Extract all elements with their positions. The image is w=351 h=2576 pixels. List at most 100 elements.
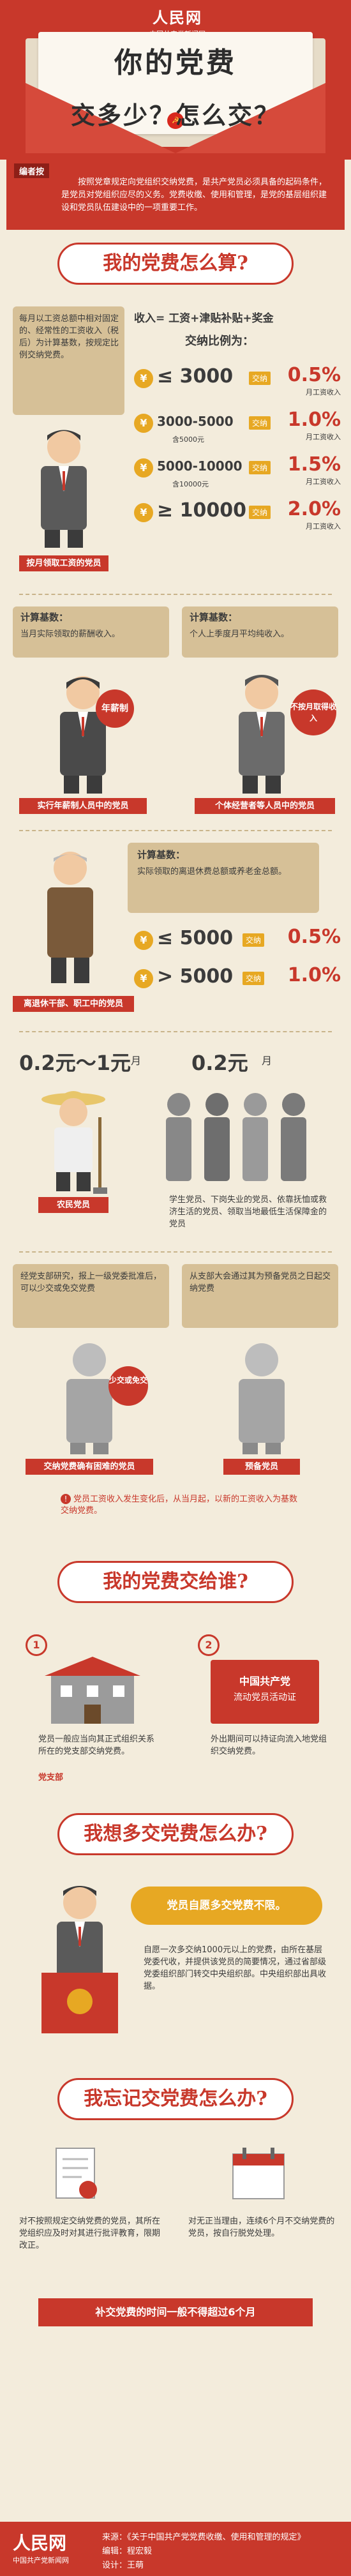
editor-note-tag: 编者按 <box>14 163 50 178</box>
rate-condition: ≤ 3000 <box>157 365 234 388</box>
retired-rate-row-1: ¥ ≤ 5000 交纳 0.5% <box>134 926 345 961</box>
base-text: 实际领取的离退休费总额或养老金总额。 <box>137 867 287 877</box>
section-banner-who-text: 我的党费交给谁? <box>103 1570 248 1593</box>
divider <box>19 1031 332 1032</box>
step-2-text: 外出期间可以持证向流入地党组织交纳党费。 <box>211 1735 327 1756</box>
exclamation-icon: ! <box>61 1494 71 1504</box>
donation-text: 自愿一次多交纳1000元以上的党费，由所在基层党委代收，并提供该党员的简要情况，… <box>144 1945 327 1991</box>
warning-note: ! 党员工资收入发生变化后，从当月起，以新的工资收入为基数交纳党费。 <box>61 1494 303 1517</box>
farmer-unit: 月 <box>131 1055 142 1067</box>
intro-text: 每月以工资总额中相对固定的、经常性的工资收入（税后）为计算基数，按规定比例交纳党… <box>19 314 119 360</box>
coin-icon: ¥ <box>134 458 153 478</box>
party-emblem-icon: ☭ <box>167 112 184 129</box>
rate-percent: 0.5% <box>287 926 341 948</box>
student-unit: 月 <box>262 1055 273 1067</box>
page-title: 你的党费 <box>114 47 237 79</box>
calendar-icon <box>232 2148 285 2199</box>
brand-name: 人民网 <box>153 8 202 27</box>
step-1-highlight: 党支部 <box>38 1773 64 1782</box>
rate-condition: 5000-10000 <box>157 458 243 474</box>
rate-percent-sub: 月工资收入 <box>306 478 341 486</box>
badge-hardship: 少交或免交 <box>108 1366 148 1406</box>
divider <box>19 1251 332 1253</box>
retired-person-icon <box>47 852 93 983</box>
intro-box <box>13 306 124 415</box>
rate-percent: 1.5% <box>287 453 341 476</box>
party-branch-building-icon <box>45 1657 140 1724</box>
base-box-annual <box>13 606 169 658</box>
editor-note-text: 按照党章规定向党组织交纳党费，是共产党员必须具备的起码条件，是党员对党组织应尽的… <box>61 177 327 213</box>
footer-editor: 编辑：程宏毅 <box>102 2547 153 2556</box>
student-text: 学生党员、下岗失业的党员、依靠抚恤或救济生活的党员、领取当地最低生活保障金的党员 <box>169 1195 327 1229</box>
rate-condition-sub: 含10000元 <box>172 480 209 488</box>
section-banner-calc: 我的党费怎么算? <box>57 243 294 285</box>
rate-condition: 3000-5000 <box>157 414 234 429</box>
caption-reserve: 预备党员 <box>223 1459 300 1475</box>
coin-icon: ¥ <box>134 969 153 988</box>
reserve-person-icon <box>239 1343 285 1454</box>
base-title: 计算基数： <box>190 612 238 623</box>
base-text: 当月实际领取的薪酬收入。 <box>20 629 121 639</box>
envelope-flap-right <box>176 83 325 153</box>
rate-percent-sub: 月工资收入 <box>306 522 341 531</box>
section-banner-more-text: 我想多交党费怎么办? <box>84 1823 267 1845</box>
group-persons-icon <box>166 1093 306 1181</box>
warning-text: 党员工资收入发生变化后，从当月起，以新的工资收入为基数交纳党费。 <box>61 1495 298 1516</box>
rate-percent: 1.0% <box>287 964 341 986</box>
hardship-text: 经党支部研究，报上一级党委批准后，可以少交或免交党费 <box>20 1272 162 1293</box>
section-banner-forgot-text: 我忘记交党费怎么办? <box>84 2088 267 2110</box>
rate-row-3: ¥ 5000-10000 含10000元 交纳 1.5% 月工资收入 <box>134 453 345 489</box>
base-box-irregular <box>182 606 338 658</box>
forgot-bottom-banner: 补交党费的时间一般不得超过6个月 <box>38 2298 313 2326</box>
caption-retired: 离退休干部、职工中的党员 <box>13 996 134 1012</box>
rate-row-1: ¥ ≤ 3000 交纳 0.5% 月工资收入 <box>134 364 345 400</box>
retired-rate-row-2: ¥ > 5000 交纳 1.0% <box>134 964 345 1000</box>
forgot-left-text: 对不按照规定交纳党费的党员，其所在党组织应及时对其进行批评教育，限期改正。 <box>19 2217 161 2250</box>
member-card-title: 中国共产党 <box>239 1675 290 1687</box>
section-banner-more: 我想多交党费怎么办? <box>57 1813 294 1855</box>
section-banner-who: 我的党费交给谁? <box>57 1561 294 1603</box>
header: 人民网 中国共产党新闻网 你的党费 ☭ 交多少？怎么交？ <box>0 0 351 160</box>
footer-designer: 设计：王萌 <box>102 2561 144 2570</box>
ratio-label: 交纳比例为： <box>185 335 254 348</box>
reserve-box <box>182 1264 338 1328</box>
footer-brand: 人民网 <box>13 2533 67 2554</box>
badge-irregular: 不按月取得收入 <box>290 689 336 735</box>
footer-brand-sub: 中国共产党新闻网 <box>13 2556 69 2565</box>
rate-percent-sub: 月工资收入 <box>306 388 341 396</box>
annual-salary-person-icon <box>60 676 106 794</box>
hardship-person-icon <box>66 1343 112 1454</box>
section-banner-calc-text: 我的党费怎么算? <box>103 252 248 275</box>
pay-tag: 交纳 <box>249 506 271 519</box>
rate-percent: 0.5% <box>287 364 341 386</box>
donor-person-icon <box>41 1886 118 2033</box>
divider <box>19 830 332 831</box>
reserve-text: 从支部大会通过其为预备党员之日起交纳党费 <box>190 1272 331 1293</box>
editor-note: 编者按 按照党章规定向党组织交纳党费，是共产党员必须具备的起码条件，是党员对党组… <box>6 160 345 230</box>
caption-hardship: 交纳党费确有困难的党员 <box>26 1459 153 1475</box>
caption-annual: 实行年薪制人员中的党员 <box>19 798 147 814</box>
divider <box>19 594 332 595</box>
forgot-right-text: 对无正当理由，连续6个月不交纳党费的党员，按自行脱党处理。 <box>188 2217 335 2238</box>
section-banner-forgot: 我忘记交党费怎么办? <box>57 2078 294 2120</box>
badge-annual: 年薪制 <box>96 689 134 728</box>
pay-tag: 交纳 <box>249 372 271 385</box>
rate-row-2: ¥ 3000-5000 含5000元 交纳 1.0% 月工资收入 <box>134 409 345 444</box>
caption-salaried: 按月领取工资的党员 <box>19 555 108 571</box>
rate-percent: 2.0% <box>287 498 341 520</box>
speech-bubble: 党员自愿多交党费不限。 <box>131 1887 322 1925</box>
pay-tag: 交纳 <box>243 933 265 947</box>
document-icon <box>56 2148 97 2199</box>
envelope-flap-left <box>26 83 176 153</box>
footer-credits: 来源：《关于中国共产党党费收缴、使用和管理的规定》 编辑：程宏毅 设计：王萌 <box>102 2531 345 2573</box>
rate-condition: ≥ 10000 <box>157 499 246 522</box>
member-card-sub: 流动党员活动证 <box>234 1692 296 1703</box>
rate-row-4: ¥ ≥ 10000 交纳 2.0% 月工资收入 <box>134 498 345 534</box>
caption-farmer: 农民党员 <box>38 1197 108 1213</box>
base-box-retired <box>128 843 319 913</box>
base-title: 计算基数： <box>137 849 186 861</box>
coin-icon: ¥ <box>134 369 153 388</box>
member-card: 中国共产党 流动党员活动证 <box>211 1660 319 1724</box>
pay-tag: 交纳 <box>249 416 271 430</box>
